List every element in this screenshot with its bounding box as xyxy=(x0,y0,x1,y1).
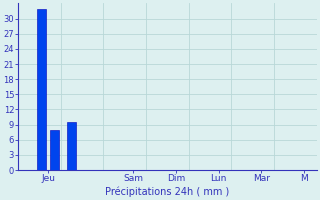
Bar xyxy=(50,130,59,170)
Bar xyxy=(37,9,46,170)
X-axis label: Précipitations 24h ( mm ): Précipitations 24h ( mm ) xyxy=(105,186,229,197)
Bar xyxy=(67,122,76,170)
